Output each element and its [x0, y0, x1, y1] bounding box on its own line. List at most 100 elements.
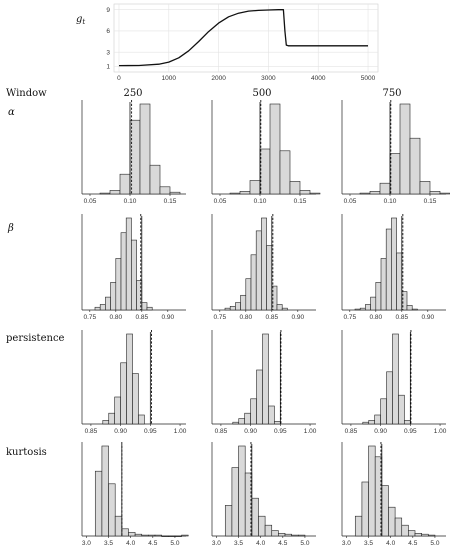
histogram-bar — [125, 217, 132, 311]
histogram-panel: 3.0 3.5 4.0 4.5 5.0 — [81, 442, 189, 547]
x-tick-label: 5000 — [361, 75, 376, 82]
histogram-bar — [409, 137, 421, 195]
time-series-chart: 0 1000 2000 3000 4000 5000 1 3 6 9 — [106, 3, 379, 82]
histogram-bar — [359, 307, 366, 311]
col-header-250: 250 — [123, 88, 142, 99]
window-label: Window — [6, 88, 47, 99]
histogram-bar — [109, 190, 121, 195]
histogram-panel: 0.85 0.90 0.95 1.00 — [211, 330, 317, 435]
x-tick-label: 0.90 — [114, 428, 127, 435]
histogram-bar — [259, 148, 271, 195]
histogram-bar — [169, 191, 181, 195]
x-tick-label: 2000 — [211, 75, 226, 82]
histogram-bar — [408, 530, 416, 537]
histogram-panel: 0.05 0.10 0.15 — [341, 100, 450, 205]
x-tick-label: 0.85 — [135, 314, 148, 321]
histogram-panel: 0.85 0.90 0.95 1.00 — [341, 330, 447, 435]
histogram-bar — [174, 535, 182, 537]
histogram-bar — [224, 307, 231, 311]
row-label-beta: β — [7, 223, 14, 234]
x-tick-label: 0.90 — [161, 314, 174, 321]
histogram-bar — [240, 294, 247, 311]
histogram-bar — [365, 304, 371, 311]
histogram-bar — [385, 228, 392, 311]
histogram-panel: 0.75 0.80 0.85 0.90 — [341, 214, 446, 321]
histogram-bar — [401, 524, 409, 537]
histogram-bar — [406, 305, 413, 311]
histogram-bar — [114, 396, 121, 425]
histogram-bar — [354, 308, 361, 311]
histogram-bar — [239, 191, 251, 195]
histogram-bar — [289, 181, 301, 195]
histogram-bar — [141, 534, 149, 537]
histogram-bar — [271, 530, 279, 537]
histogram-bar — [411, 308, 418, 311]
plot-frame — [113, 3, 379, 73]
histogram-bar — [396, 252, 403, 311]
histogram-bar — [232, 421, 240, 425]
histogram-bar — [131, 239, 137, 311]
histogram-bar — [235, 302, 241, 311]
x-tick-label: 0.90 — [421, 314, 434, 321]
histogram-bar — [250, 254, 257, 311]
histogram-bar — [108, 483, 116, 537]
histogram-bar — [381, 485, 389, 537]
x-tick-label: 3.0 — [212, 540, 221, 547]
col-header-750: 750 — [382, 88, 401, 99]
x-tick-label: 4000 — [311, 75, 326, 82]
x-tick-label: 1.00 — [434, 428, 447, 435]
histogram-bar — [379, 182, 391, 195]
row-label-persistence: persistence — [6, 333, 65, 344]
histogram-bar — [154, 534, 162, 537]
x-tick-label: 0.80 — [369, 314, 382, 321]
histogram-bar — [269, 103, 281, 195]
x-tick-label: 0.85 — [265, 314, 278, 321]
histogram-panel: 0.05 0.10 0.15 — [81, 100, 186, 205]
histogram-bar — [370, 296, 377, 311]
col-header-500: 500 — [252, 88, 271, 99]
histogram-bar — [258, 515, 266, 537]
x-tick-label: 0.85 — [345, 428, 358, 435]
x-tick-label: 0.05 — [214, 198, 227, 205]
histogram-bar — [398, 394, 405, 425]
histogram-bar — [148, 534, 156, 537]
histogram-bar — [309, 192, 321, 195]
histogram-bar — [229, 306, 236, 311]
x-tick-label: 5.0 — [430, 540, 439, 547]
histogram-bar — [279, 150, 291, 195]
histogram-bar — [139, 103, 151, 195]
histogram-bar — [105, 296, 111, 311]
histogram-bar — [141, 302, 148, 311]
histogram-panel: 0.75 0.80 0.85 0.90 — [81, 214, 186, 321]
x-tick-label: 4.0 — [386, 540, 395, 547]
histogram-bar — [149, 164, 161, 195]
histogram-panel: 3.0 3.5 4.0 4.5 5.0 — [341, 442, 446, 547]
histogram-bar — [427, 534, 436, 537]
x-tick-label: 1.00 — [304, 428, 317, 435]
x-tick-label: 5.0 — [170, 540, 179, 547]
x-tick-label: 0.90 — [291, 314, 304, 321]
histogram-bar — [281, 307, 288, 311]
histogram-bar — [278, 532, 286, 537]
x-tick-label: 3.5 — [364, 540, 373, 547]
histogram-bar — [224, 505, 233, 537]
row-label-kurtosis: kurtosis — [6, 447, 47, 458]
x-tick-label: 5.0 — [300, 540, 309, 547]
x-tick-label: 4.5 — [408, 540, 417, 547]
x-tick-label: 0 — [117, 75, 121, 82]
x-tick-label: 4.0 — [126, 540, 135, 547]
histogram-bar — [99, 192, 111, 195]
x-tick-label: 4.5 — [278, 540, 287, 547]
histogram-bar — [264, 524, 273, 537]
histogram-bar — [388, 506, 396, 537]
histogram-bar — [120, 362, 127, 425]
histogram-bar — [284, 533, 292, 537]
histogram-bar — [380, 398, 387, 425]
x-tick-label: 0.15 — [424, 198, 437, 205]
histogram-bar — [101, 445, 109, 537]
histogram-bar — [399, 103, 411, 195]
histogram-bar — [368, 445, 376, 537]
histogram-bar — [134, 533, 143, 537]
histogram-bar — [121, 528, 129, 537]
